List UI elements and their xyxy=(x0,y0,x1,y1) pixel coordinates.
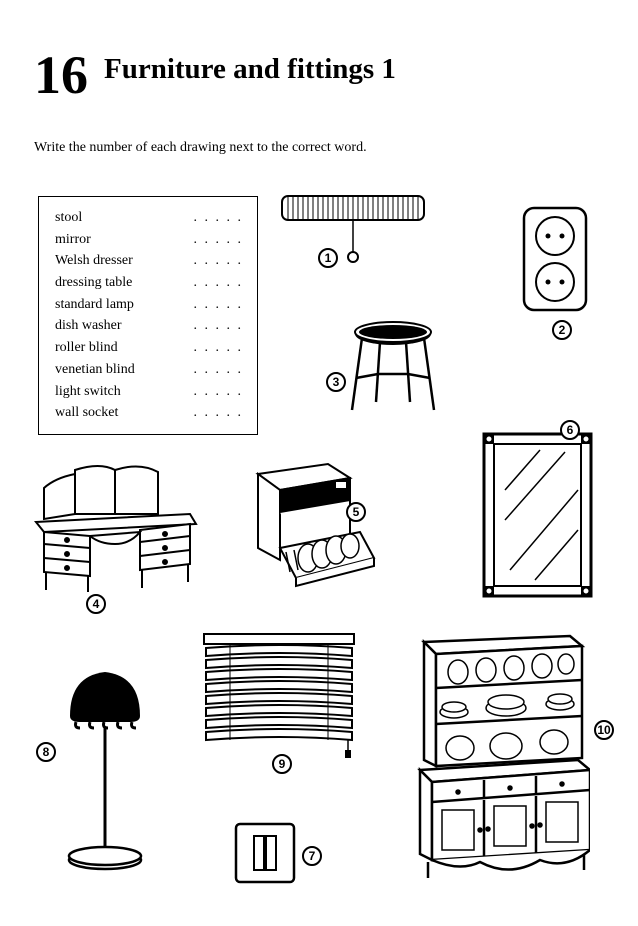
drawing-light-switch xyxy=(230,818,300,888)
answer-blank[interactable]: . . . . . xyxy=(194,337,244,359)
mirror-icon xyxy=(480,430,595,600)
drawing-number-4: 4 xyxy=(86,594,106,614)
drawing-number-10: 10 xyxy=(594,720,614,740)
drawing-dish-washer xyxy=(250,460,380,590)
dish-washer-icon xyxy=(250,460,380,590)
drawing-welsh-dresser xyxy=(410,634,590,884)
answer-blank[interactable]: . . . . . xyxy=(194,272,244,294)
answer-blank[interactable]: . . . . . xyxy=(194,402,244,424)
venetian-blind-icon xyxy=(200,630,360,760)
wordlist-row: Welsh dresser . . . . . xyxy=(55,250,243,272)
wordlist-row: light switch . . . . . xyxy=(55,381,243,403)
answer-blank[interactable]: . . . . . xyxy=(194,381,244,403)
unit-title: Furniture and fittings 1 xyxy=(104,48,396,86)
word: mirror xyxy=(55,229,91,251)
answer-blank[interactable]: . . . . . xyxy=(194,294,244,316)
word: stool xyxy=(55,207,82,229)
unit-number: 16 xyxy=(34,48,88,102)
stool-icon xyxy=(338,320,448,415)
wordlist-row: mirror . . . . . xyxy=(55,229,243,251)
answer-blank[interactable]: . . . . . xyxy=(194,359,244,381)
drawing-number-8: 8 xyxy=(36,742,56,762)
drawing-roller-blind xyxy=(278,194,428,264)
roller-blind-icon xyxy=(278,194,428,264)
wordlist-row: wall socket . . . . . xyxy=(55,402,243,424)
drawing-number-2: 2 xyxy=(552,320,572,340)
drawing-number-9: 9 xyxy=(272,754,292,774)
drawing-number-3: 3 xyxy=(326,372,346,392)
drawing-stool xyxy=(338,320,448,415)
wordlist-row: standard lamp . . . . . xyxy=(55,294,243,316)
wordlist-row: stool . . . . . xyxy=(55,207,243,229)
standard-lamp-icon xyxy=(50,664,160,874)
drawing-number-6: 6 xyxy=(560,420,580,440)
word: wall socket xyxy=(55,402,118,424)
answer-blank[interactable]: . . . . . xyxy=(194,207,244,229)
dressing-table-icon xyxy=(30,464,200,594)
header: 16 Furniture and fittings 1 xyxy=(34,48,396,102)
answer-blank[interactable]: . . . . . xyxy=(194,250,244,272)
wall-socket-icon xyxy=(520,204,590,314)
word: standard lamp xyxy=(55,294,134,316)
wordlist-row: dish washer . . . . . xyxy=(55,315,243,337)
wordlist-row: dressing table . . . . . xyxy=(55,272,243,294)
drawing-venetian-blind xyxy=(200,630,360,760)
drawing-number-5: 5 xyxy=(346,502,366,522)
worksheet-page: 16 Furniture and fittings 1 Write the nu… xyxy=(0,0,638,926)
light-switch-icon xyxy=(230,818,300,888)
word: dish washer xyxy=(55,315,122,337)
word: Welsh dresser xyxy=(55,250,133,272)
drawing-wall-socket xyxy=(520,204,590,314)
wordlist-row: venetian blind . . . . . xyxy=(55,359,243,381)
wordlist-row: roller blind . . . . . xyxy=(55,337,243,359)
word: roller blind xyxy=(55,337,118,359)
drawing-number-7: 7 xyxy=(302,846,322,866)
drawing-standard-lamp xyxy=(50,664,160,874)
word: venetian blind xyxy=(55,359,135,381)
drawing-mirror xyxy=(480,430,595,600)
answer-blank[interactable]: . . . . . xyxy=(194,229,244,251)
instruction-text: Write the number of each drawing next to… xyxy=(34,140,367,156)
word-list-box: stool . . . . . mirror . . . . . Welsh dre… xyxy=(38,196,258,435)
drawing-dressing-table xyxy=(30,464,200,594)
drawing-number-1: 1 xyxy=(318,248,338,268)
answer-blank[interactable]: . . . . . xyxy=(194,315,244,337)
welsh-dresser-icon xyxy=(410,634,590,884)
word: dressing table xyxy=(55,272,132,294)
word: light switch xyxy=(55,381,121,403)
